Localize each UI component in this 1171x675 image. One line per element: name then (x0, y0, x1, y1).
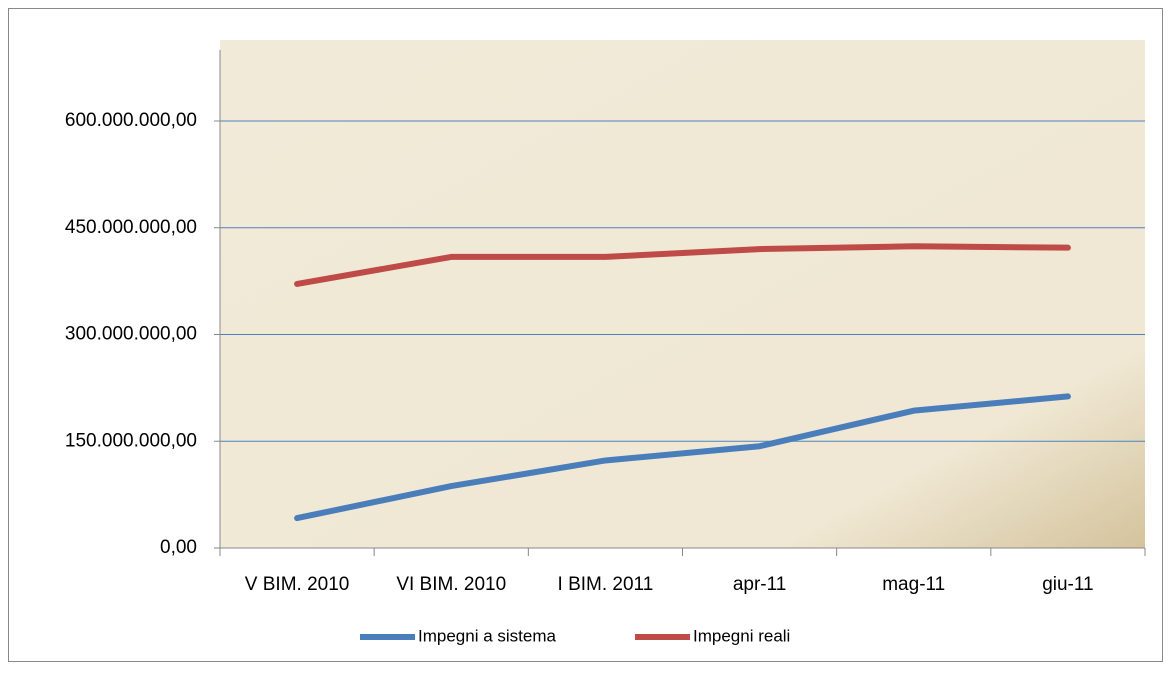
plot-area (220, 40, 1145, 548)
y-tick-label: 450.000.000,00 (65, 217, 197, 238)
y-tick-label: 150.000.000,00 (65, 430, 197, 451)
x-tick-label: I BIM. 2011 (558, 574, 654, 595)
series-line (294, 243, 1071, 287)
x-tick-label: V BIM. 2010 (245, 574, 350, 595)
series-line (294, 393, 1071, 522)
x-tick-label: VI BIM. 2010 (396, 574, 506, 595)
y-tick-label: 300.000.000,00 (65, 324, 197, 345)
legend-text: Impegni a sistema (418, 626, 556, 645)
y-tick-label: 600.000.000,00 (65, 110, 197, 131)
x-tick-label: apr-11 (733, 574, 787, 595)
legend-text: Impegni reali (693, 626, 790, 645)
y-tick-label: 0,00 (160, 537, 197, 558)
x-tick-label: mag-11 (882, 574, 945, 595)
x-tick-label: giu-11 (1042, 574, 1093, 595)
